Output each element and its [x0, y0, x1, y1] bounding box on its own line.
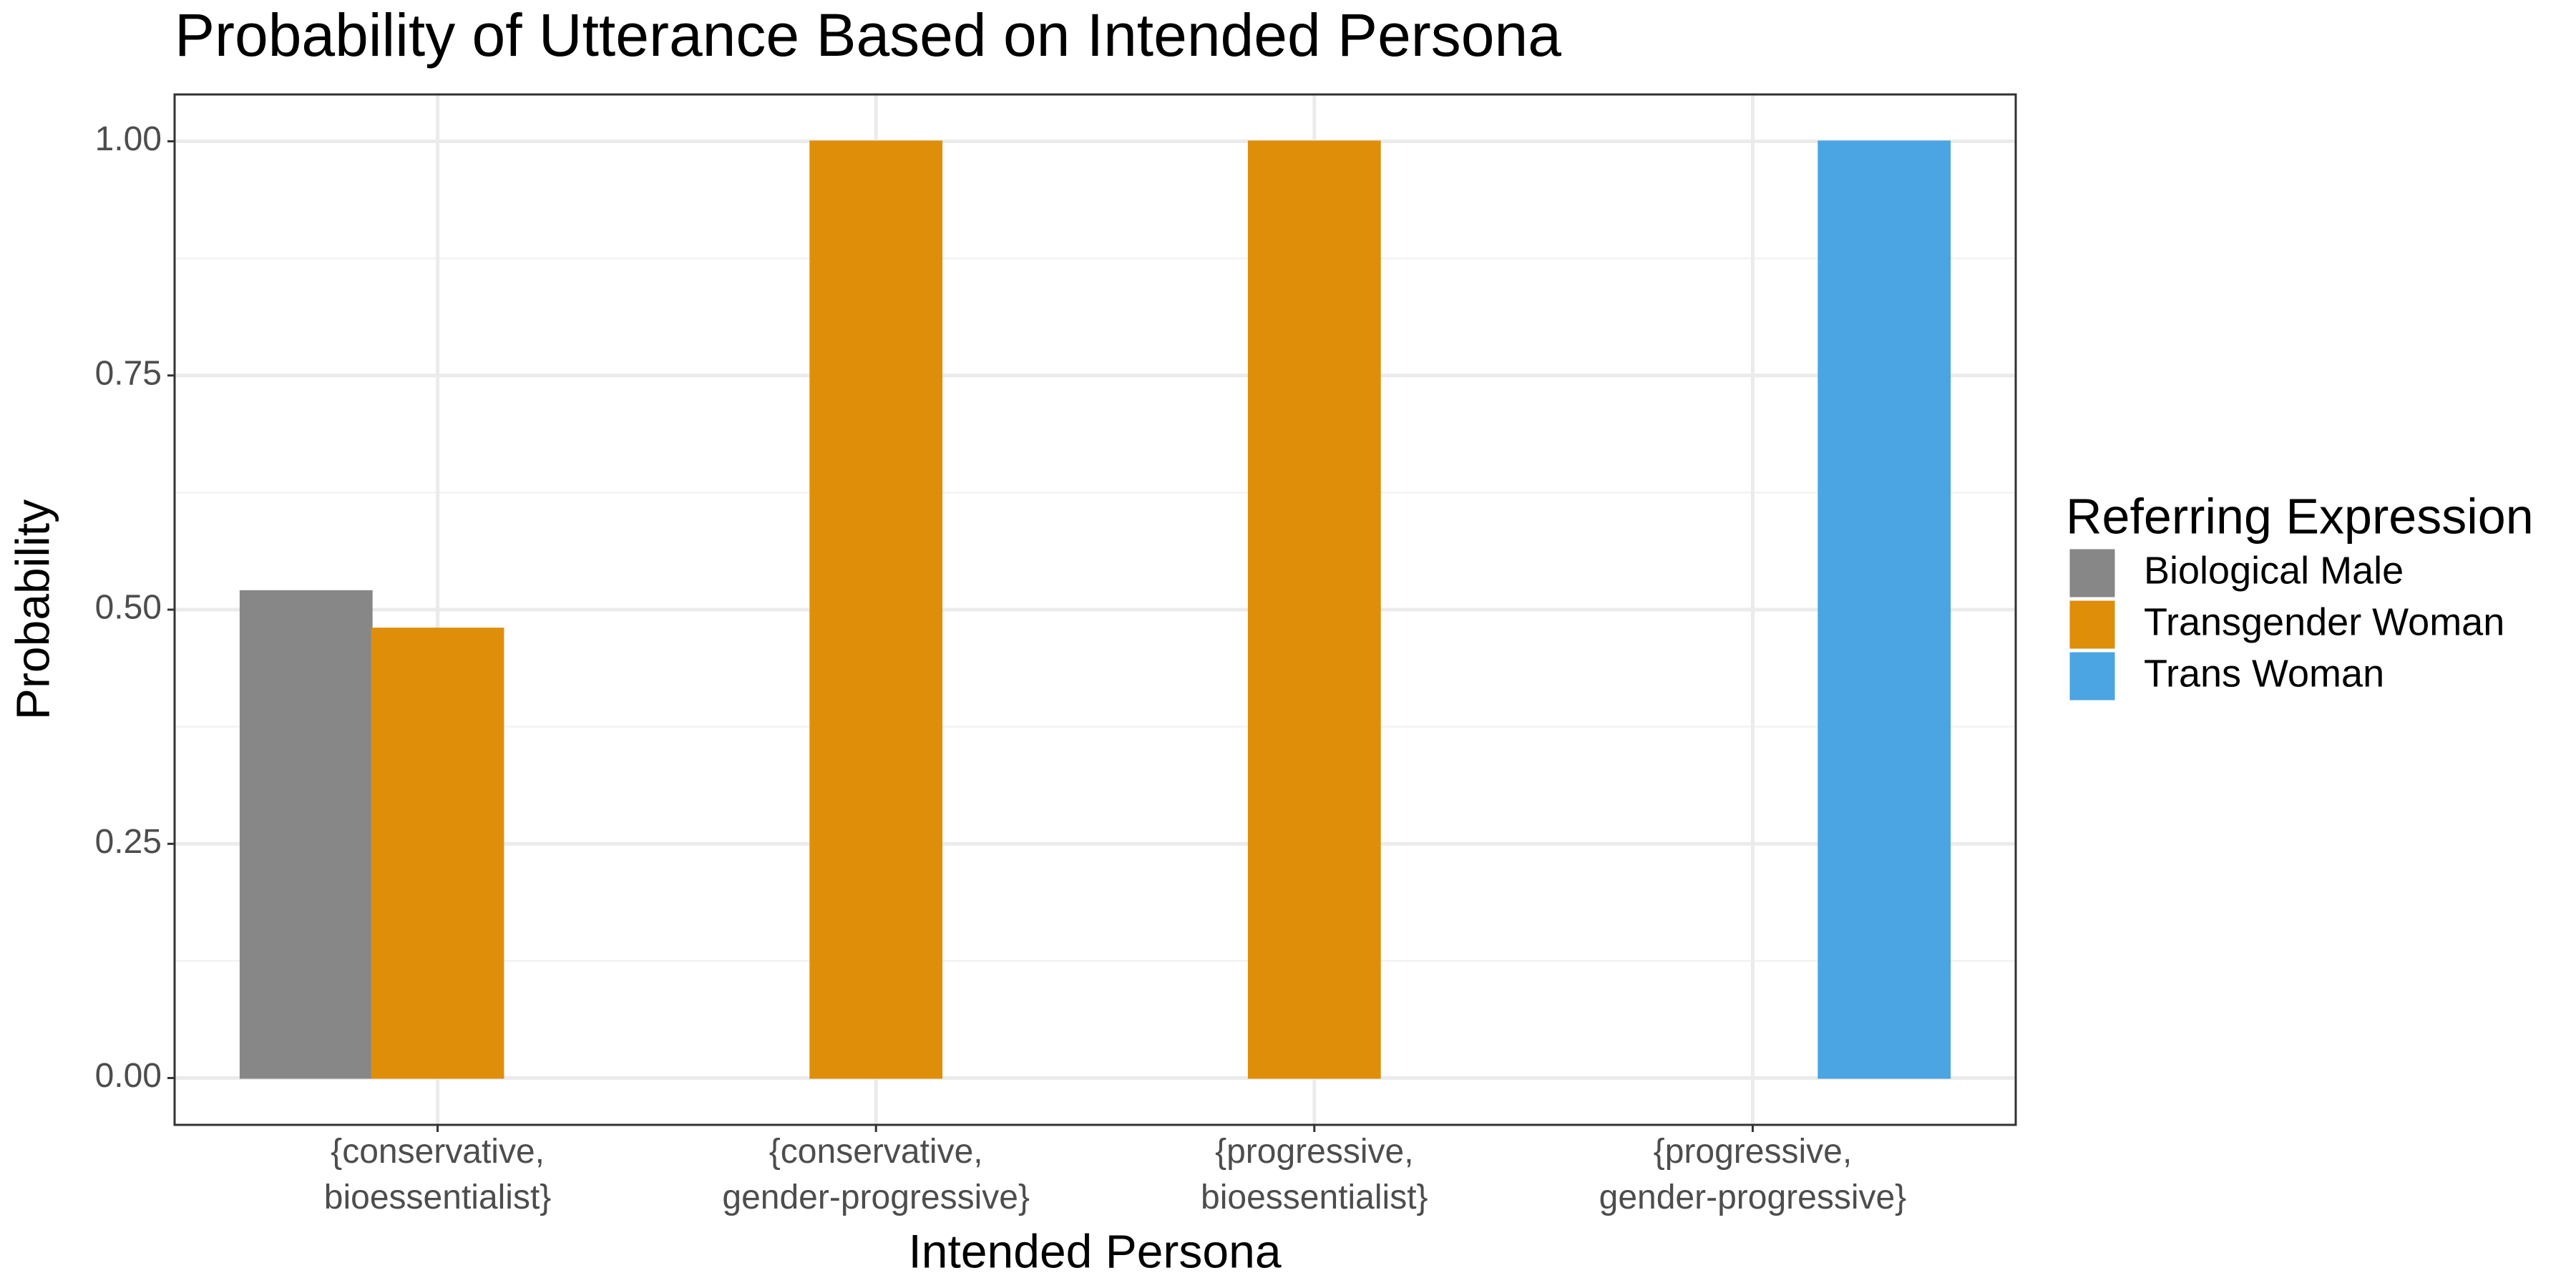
bar — [1247, 140, 1381, 1079]
chart-title: Probability of Utterance Based on Intend… — [175, 1, 1561, 69]
y-tick-label: 0.25 — [95, 823, 162, 861]
y-tick-label: 0.50 — [95, 589, 162, 627]
legend-label: Transgender Woman — [2144, 600, 2504, 643]
bar — [239, 590, 373, 1079]
x-tick-label: {conservative, bioessentialist} — [324, 1133, 552, 1216]
x-tick-label: {progressive, gender-progressive} — [1599, 1133, 1907, 1216]
bar — [1818, 140, 1951, 1079]
legend-swatch — [2067, 650, 2117, 703]
x-tick-label-line: bioessentialist} — [324, 1179, 552, 1216]
bar — [371, 628, 504, 1079]
x-tick-label-line: {progressive, — [1654, 1133, 1852, 1171]
x-tick-label: {conservative, gender-progressive} — [722, 1133, 1030, 1216]
x-tick-label-line: gender-progressive} — [1599, 1179, 1907, 1216]
x-tick-label-line: {conservative, — [331, 1133, 545, 1171]
y-axis-title: Probability — [6, 499, 59, 720]
x-tick-label: {progressive, bioessentialist} — [1201, 1133, 1428, 1216]
x-tick-label-line: {progressive, — [1215, 1133, 1413, 1171]
panel-border — [173, 93, 2017, 1126]
x-axis-title: Intended Persona — [908, 1224, 1281, 1277]
legend-swatch — [2067, 547, 2117, 600]
x-tick-label-line: {conservative, — [769, 1133, 983, 1171]
y-tick-label: 0.75 — [95, 354, 162, 392]
x-tick-label-line: gender-progressive} — [722, 1179, 1030, 1216]
legend-swatch — [2067, 598, 2117, 651]
legend-label: Trans Woman — [2144, 652, 2384, 695]
bar — [809, 140, 943, 1079]
y-tick-label: 0.00 — [95, 1057, 162, 1095]
legend-label: Biological Male — [2144, 549, 2404, 592]
y-tick-label: 1.00 — [95, 120, 162, 158]
legend-title: Referring Expression — [2066, 488, 2534, 544]
x-tick-label-line: bioessentialist} — [1201, 1179, 1428, 1216]
